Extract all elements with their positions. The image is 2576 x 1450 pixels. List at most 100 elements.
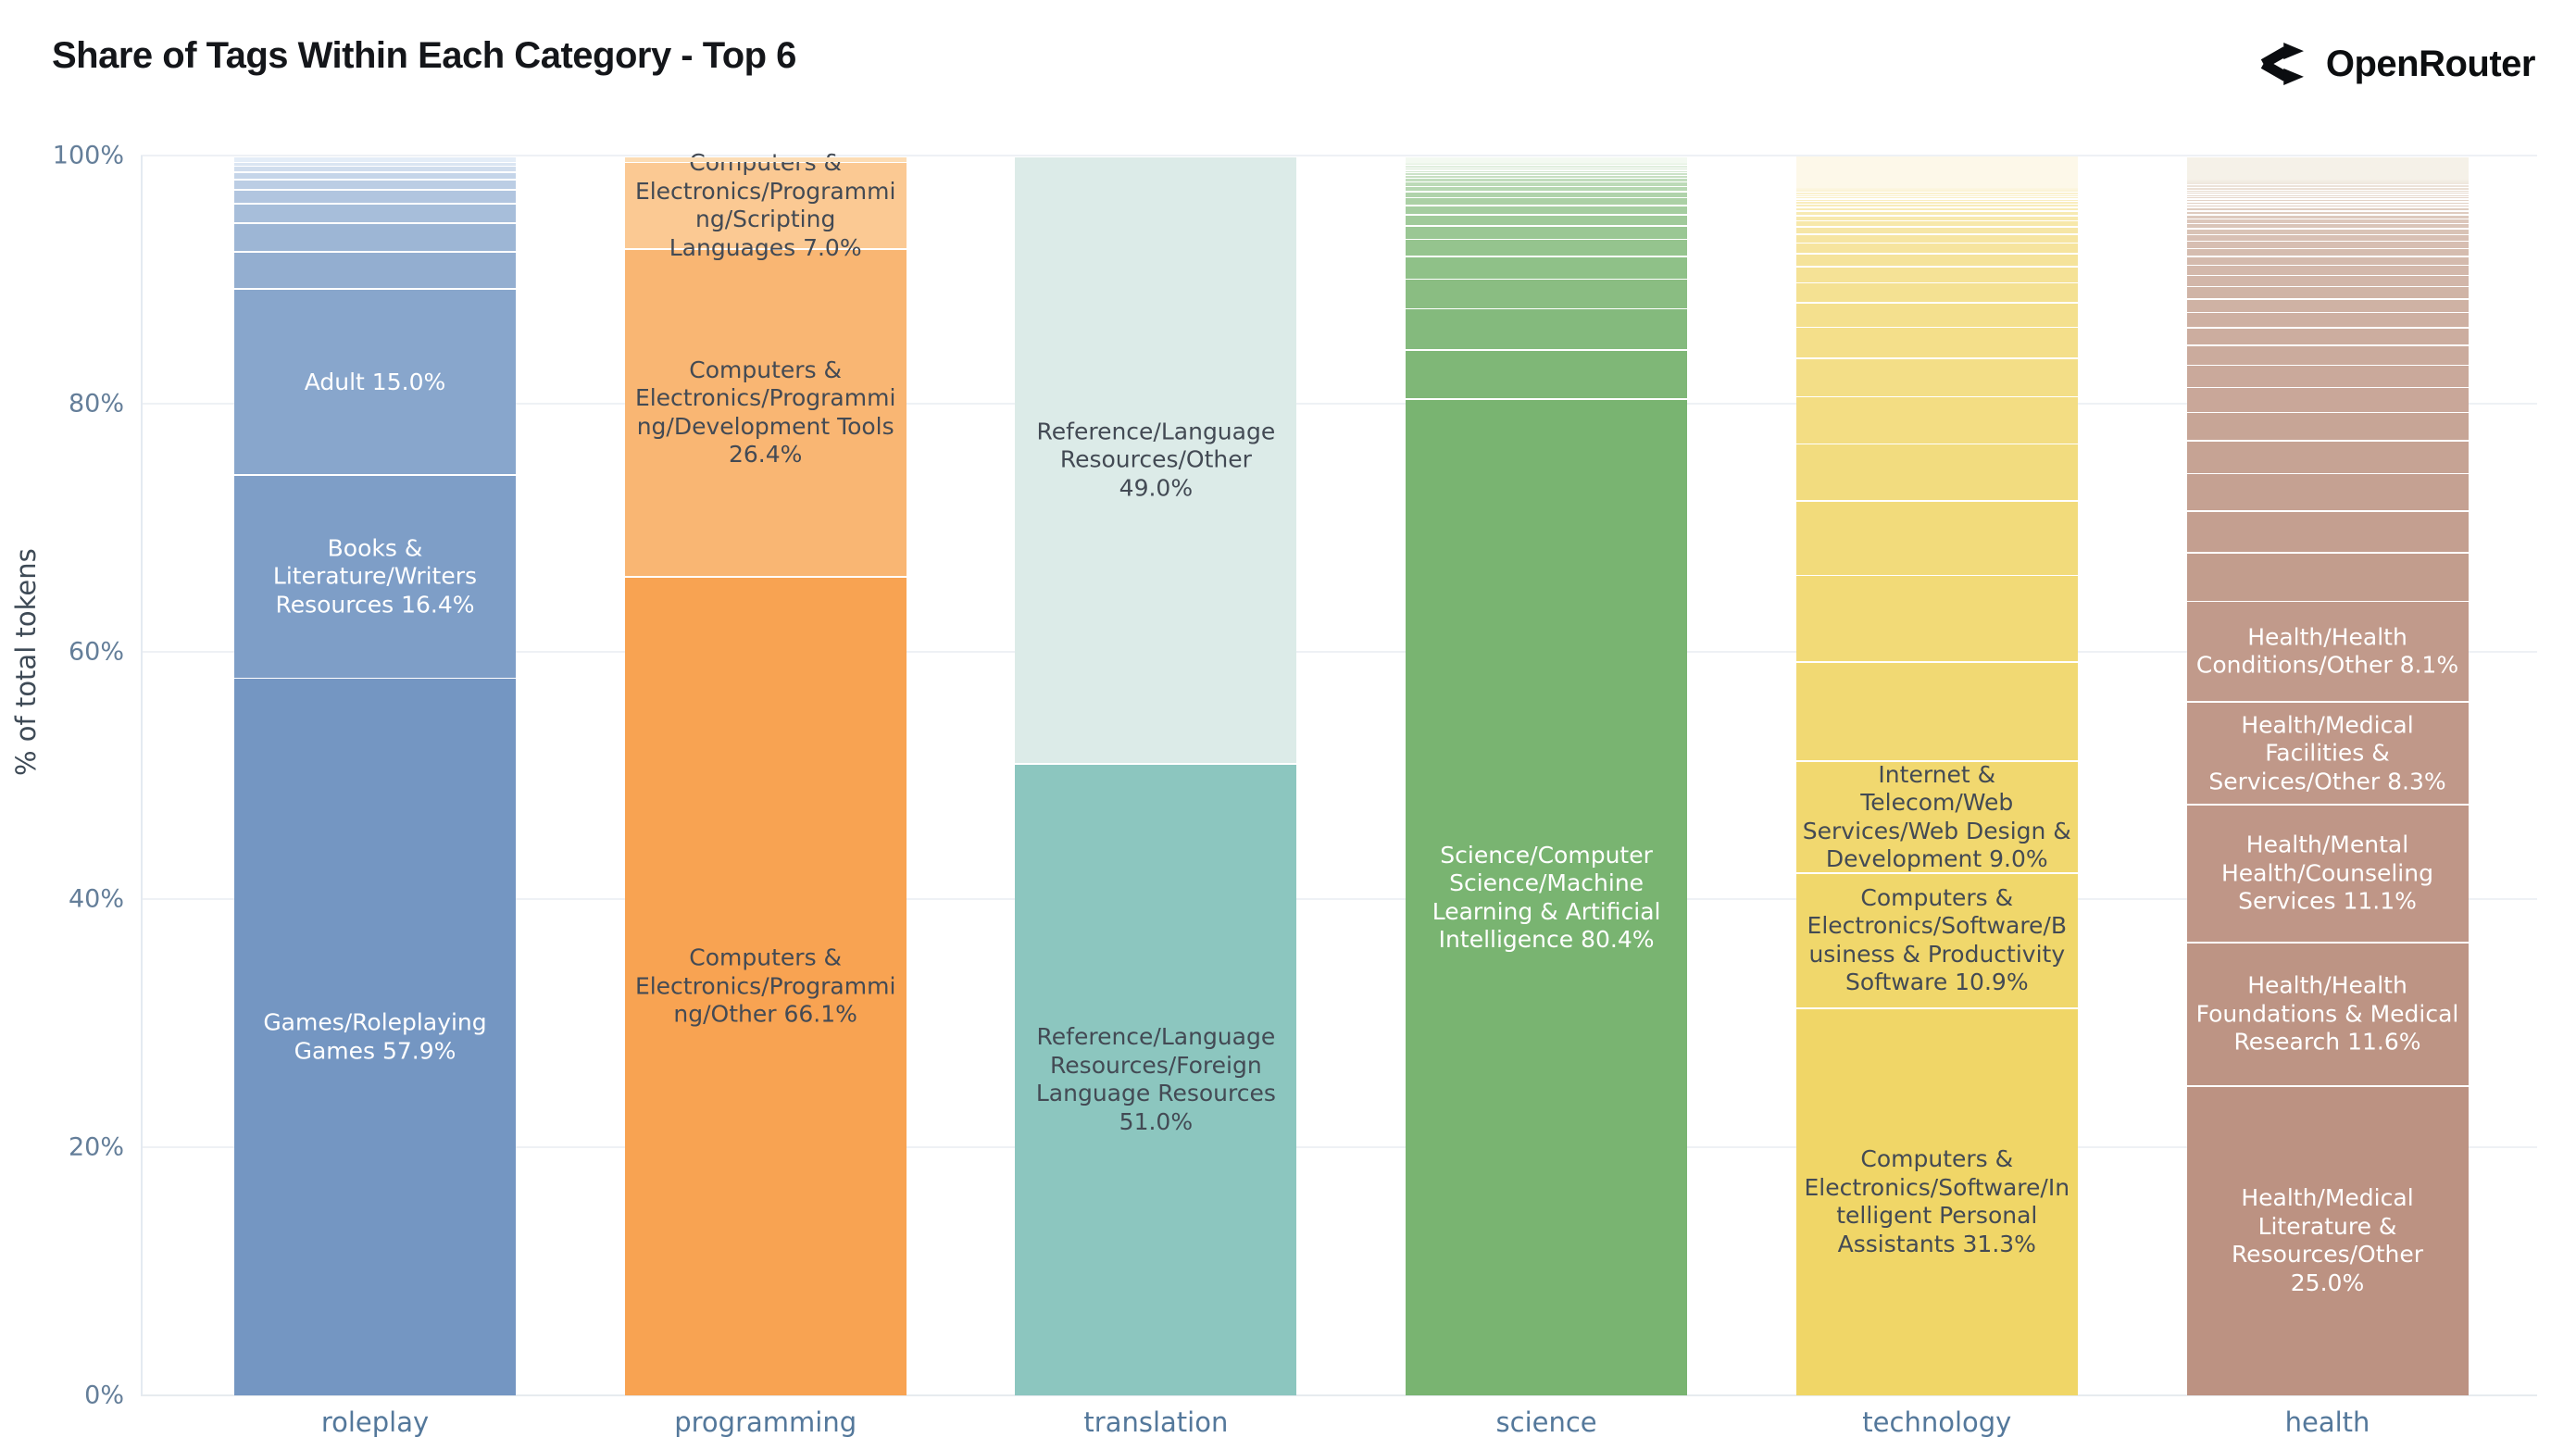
segment-science-tail[interactable] <box>1406 165 1688 167</box>
segment-technology-tail[interactable] <box>1795 192 2078 194</box>
segment-health-tail[interactable] <box>2186 215 2469 219</box>
segment-technology-tail[interactable] <box>1795 444 2078 501</box>
segment-translation-1[interactable]: Reference/Language Resources/Foreign Lan… <box>1015 764 1297 1395</box>
segment-science-tail[interactable] <box>1406 206 1688 214</box>
segment-technology-1[interactable]: Computers & Electronics/Software/Intelli… <box>1795 1008 2078 1395</box>
segment-science-tail[interactable] <box>1406 309 1688 349</box>
segment-health-tail[interactable] <box>2186 211 2469 215</box>
segment-science-tail[interactable] <box>1406 350 1688 399</box>
segment-health-tail[interactable] <box>2186 207 2469 211</box>
segment-science-tail[interactable] <box>1406 257 1688 279</box>
segment-health-tail[interactable] <box>2186 441 2469 473</box>
segment-roleplay-tail[interactable] <box>234 204 516 223</box>
segment-health-tail[interactable] <box>2186 413 2469 441</box>
segment-technology-tail[interactable] <box>1795 188 2078 190</box>
segment-roleplay-tail[interactable] <box>234 252 516 289</box>
segment-roleplay-tail[interactable] <box>234 173 516 180</box>
segment-programming-3[interactable]: Computers & Electronics/Programming/Scri… <box>624 149 907 261</box>
segment-health-4[interactable]: Health/Medical Facilities & Services/Oth… <box>2186 702 2469 805</box>
segment-health-tail[interactable] <box>2186 329 2469 345</box>
segment-science-tail[interactable] <box>1406 192 1688 197</box>
segment-health-1[interactable]: Health/Medical Literature & Resources/Ot… <box>2186 1086 2469 1395</box>
segment-health-tail[interactable] <box>2186 388 2469 412</box>
segment-health-tail[interactable] <box>2186 199 2469 201</box>
segment-health-tail[interactable] <box>2186 193 2469 194</box>
segment-health-tail[interactable] <box>2186 235 2469 241</box>
segment-roleplay-tail[interactable] <box>234 167 516 172</box>
segment-science-tail[interactable] <box>1406 240 1688 256</box>
segment-health-tail[interactable] <box>2186 276 2469 286</box>
segment-science-tail[interactable] <box>1406 280 1688 308</box>
segment-health-5[interactable]: Health/Health Conditions/Other 8.1% <box>2186 602 2469 702</box>
segment-health-tail[interactable] <box>2186 182 2469 183</box>
segment-roleplay-tail[interactable] <box>234 181 516 190</box>
segment-technology-2[interactable]: Computers & Electronics/Software/Busines… <box>1795 873 2078 1007</box>
segment-science-tail[interactable] <box>1406 179 1688 181</box>
segment-health-2[interactable]: Health/Health Foundations & Medical Rese… <box>2186 943 2469 1086</box>
segment-science-tail[interactable] <box>1406 164 1688 166</box>
segment-health-tail[interactable] <box>2186 287 2469 298</box>
segment-technology-tail[interactable] <box>1795 195 2078 197</box>
segment-technology-3[interactable]: Internet & Telecom/Web Services/Web Desi… <box>1795 761 2078 872</box>
segment-technology-tail[interactable] <box>1795 303 2078 327</box>
segment-science-1[interactable]: Science/Computer Science/Machine Learnin… <box>1406 400 1688 1395</box>
segment-technology-tail[interactable] <box>1795 190 2078 192</box>
segment-roleplay-tail[interactable] <box>234 223 516 252</box>
segment-technology-tail[interactable] <box>1795 576 2078 662</box>
segment-technology-tail[interactable] <box>1795 188 2078 190</box>
segment-roleplay-tail[interactable] <box>234 156 516 162</box>
segment-technology-tail[interactable] <box>1795 234 2078 243</box>
segment-health-tail[interactable] <box>2186 183 2469 185</box>
segment-health-tail[interactable] <box>2186 242 2469 248</box>
segment-health-tail[interactable] <box>2186 186 2469 188</box>
segment-technology-tail[interactable] <box>1795 662 2078 761</box>
segment-roleplay-3[interactable]: Adult 15.0% <box>234 289 516 475</box>
segment-health-tail[interactable] <box>2186 187 2469 189</box>
segment-science-tail[interactable] <box>1406 176 1688 178</box>
segment-health-tail[interactable] <box>2186 313 2469 328</box>
segment-health-tail[interactable] <box>2186 345 2469 365</box>
segment-technology-tail[interactable] <box>1795 197 2078 199</box>
segment-health-tail[interactable] <box>2186 219 2469 223</box>
segment-health-tail[interactable] <box>2186 249 2469 256</box>
segment-technology-tail[interactable] <box>1795 501 2078 575</box>
segment-health-tail[interactable] <box>2186 205 2469 207</box>
segment-health-tail[interactable] <box>2186 157 2469 180</box>
segment-programming-1[interactable]: Computers & Electronics/Programming/Othe… <box>624 577 907 1395</box>
segment-technology-tail[interactable] <box>1795 205 2078 207</box>
segment-health-tail[interactable] <box>2186 224 2469 229</box>
segment-technology-tail[interactable] <box>1795 328 2078 358</box>
segment-technology-tail[interactable] <box>1795 211 2078 216</box>
segment-programming-tail[interactable] <box>624 156 907 162</box>
segment-science-tail[interactable] <box>1406 163 1688 165</box>
segment-health-tail[interactable] <box>2186 179 2469 181</box>
segment-health-tail[interactable] <box>2186 191 2469 193</box>
segment-health-tail[interactable] <box>2186 511 2469 553</box>
segment-science-tail[interactable] <box>1406 157 1688 164</box>
segment-health-tail[interactable] <box>2186 197 2469 199</box>
segment-roleplay-2[interactable]: Books & Literature/Writers Resources 16.… <box>234 475 516 678</box>
segment-science-tail[interactable] <box>1406 198 1688 205</box>
segment-health-tail[interactable] <box>2186 554 2469 601</box>
segment-science-tail[interactable] <box>1406 170 1688 172</box>
segment-health-tail[interactable] <box>2186 230 2469 234</box>
segment-technology-tail[interactable] <box>1795 227 2078 234</box>
segment-health-tail[interactable] <box>2186 184 2469 186</box>
segment-health-tail[interactable] <box>2186 189 2469 191</box>
segment-health-3[interactable]: Health/Mental Health/Counseling Services… <box>2186 805 2469 942</box>
segment-roleplay-1[interactable]: Games/Roleplaying Games 57.9% <box>234 679 516 1395</box>
segment-health-tail[interactable] <box>2186 256 2469 265</box>
segment-technology-tail[interactable] <box>1795 191 2078 193</box>
segment-science-tail[interactable] <box>1406 167 1688 169</box>
segment-roleplay-tail[interactable] <box>234 190 516 203</box>
segment-health-tail[interactable] <box>2186 202 2469 204</box>
segment-technology-tail[interactable] <box>1795 267 2078 282</box>
segment-technology-tail[interactable] <box>1795 397 2078 444</box>
segment-technology-tail[interactable] <box>1795 254 2078 267</box>
segment-technology-tail[interactable] <box>1795 358 2078 396</box>
segment-science-tail[interactable] <box>1406 182 1688 186</box>
segment-science-tail[interactable] <box>1406 215 1688 225</box>
segment-science-tail[interactable] <box>1406 173 1688 175</box>
segment-technology-tail[interactable] <box>1795 187 2078 189</box>
segment-roleplay-tail[interactable] <box>234 163 516 166</box>
